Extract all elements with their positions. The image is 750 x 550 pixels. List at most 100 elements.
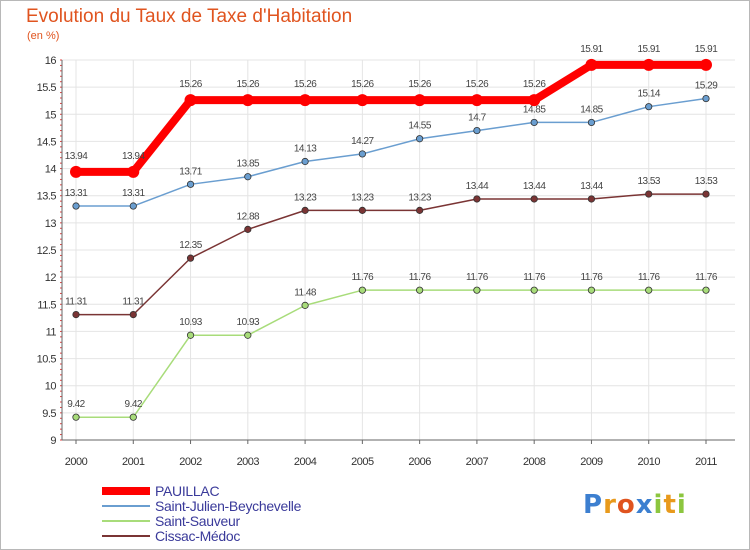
data-point — [241, 94, 254, 107]
data-point — [473, 286, 481, 294]
legend-entry: Saint-Sauveur — [102, 513, 241, 529]
data-label: 13.44 — [466, 181, 489, 192]
y-tick-label: 10 — [45, 381, 57, 393]
data-point — [244, 173, 252, 181]
data-point — [530, 195, 538, 203]
data-point — [645, 103, 653, 111]
x-tick-label: 2008 — [523, 456, 546, 468]
y-tick-label: 10.5 — [37, 354, 57, 366]
data-label: 11.76 — [351, 272, 374, 283]
data-label: 14.55 — [408, 121, 431, 132]
y-tick-label: 15.5 — [37, 82, 57, 94]
x-tick-label: 2002 — [179, 456, 202, 468]
y-tick-label: 11.5 — [37, 299, 56, 311]
data-label: 14.13 — [294, 144, 317, 155]
data-label: 11.48 — [294, 287, 317, 298]
data-point — [416, 135, 424, 143]
data-point — [186, 180, 195, 188]
data-point — [530, 286, 538, 294]
x-tick-label: 2006 — [408, 456, 431, 468]
series-line — [76, 193, 706, 316]
data-point — [358, 286, 366, 294]
y-axis-unit: (en %) — [27, 30, 60, 42]
series-line — [76, 97, 707, 207]
data-point — [186, 331, 195, 339]
data-label: 15.26 — [351, 79, 374, 90]
x-tick-label: 2010 — [637, 456, 660, 468]
y-tick-label: 9 — [50, 435, 56, 447]
data-label: 13.53 — [637, 176, 660, 187]
data-label: 13.53 — [695, 176, 718, 187]
data-label: 14.7 — [468, 113, 486, 124]
data-label: 14.85 — [580, 104, 603, 115]
data-point — [587, 195, 596, 203]
data-point — [358, 150, 366, 158]
data-point — [473, 195, 481, 203]
data-label: 15.26 — [294, 79, 317, 90]
data-point — [129, 202, 137, 210]
data-point — [416, 206, 424, 214]
data-label: 13.31 — [122, 188, 145, 199]
data-label: 13.44 — [580, 181, 603, 192]
data-point — [702, 190, 710, 198]
data-label: 13.94 — [65, 151, 88, 162]
data-label: 11.76 — [638, 272, 661, 283]
data-point — [129, 310, 137, 319]
data-point — [702, 286, 710, 294]
data-label: 15.26 — [237, 79, 260, 90]
data-label: 12.88 — [237, 211, 260, 222]
y-tick-label: 16 — [45, 55, 57, 67]
y-tick-label: 13.5 — [37, 191, 57, 203]
data-label: 15.91 — [580, 44, 603, 55]
data-label: 11.76 — [409, 272, 432, 283]
y-tick-label: 14.5 — [37, 136, 57, 148]
data-label: 15.26 — [466, 79, 489, 90]
data-label: 11.76 — [523, 272, 546, 283]
data-point — [72, 413, 80, 421]
legend-entry: PAUILLAC — [102, 483, 220, 499]
data-point — [129, 413, 137, 421]
data-label: 15.91 — [695, 44, 718, 55]
y-tick-label: 13 — [45, 218, 57, 230]
series-saint-sauveur: 9.42 9.42 10.93 10.93 11.48 11.76 11.76 11.76 11… — [67, 272, 718, 421]
data-label: 13.31 — [65, 188, 88, 199]
data-label: 15.26 — [408, 79, 431, 90]
data-label: 15.29 — [695, 81, 718, 92]
x-tick-label: 2004 — [294, 456, 317, 468]
data-point — [301, 206, 309, 214]
legend-label: Cissac-Médoc — [155, 528, 240, 544]
legend-entry: Saint-Julien-Beychevelle — [102, 498, 302, 514]
data-point — [470, 94, 483, 107]
data-label: 14.27 — [351, 136, 374, 147]
data-label: 11.76 — [695, 272, 718, 283]
data-label: 13.23 — [294, 192, 317, 203]
legend-label: Saint-Julien-Beychevelle — [155, 498, 302, 514]
data-point — [413, 94, 426, 107]
data-point — [645, 190, 653, 198]
legend-label: PAUILLAC — [155, 483, 219, 499]
data-point — [528, 94, 541, 107]
series-pauillac: 13.94 13.94 15.26 15.26 15.26 15.26 15.26 15.26… — [65, 44, 719, 178]
data-point — [127, 165, 140, 178]
data-label: 11.76 — [466, 272, 489, 283]
data-point — [72, 202, 80, 210]
data-label: 15.91 — [637, 44, 660, 55]
data-point — [585, 58, 598, 71]
series-cissac-m-doc: 11.31 11.31 12.35 12.88 13.23 13.23 13.23 13.44… — [65, 176, 719, 319]
data-point — [700, 58, 712, 71]
data-label: 11.31 — [122, 297, 145, 308]
data-point — [642, 58, 655, 71]
logo-letter: o — [616, 490, 636, 520]
y-tick-label: 11 — [46, 326, 57, 338]
legend-label: Saint-Sauveur — [155, 513, 240, 529]
proxiti-logo: Proxiti — [583, 490, 687, 520]
logo-letter: P — [583, 490, 604, 520]
data-label: 15.26 — [179, 79, 202, 90]
logo-letter: i — [676, 490, 687, 520]
data-point — [702, 94, 710, 103]
data-label: 11.76 — [581, 272, 604, 283]
data-point — [72, 310, 80, 319]
data-point — [244, 225, 252, 233]
data-point — [301, 157, 309, 166]
